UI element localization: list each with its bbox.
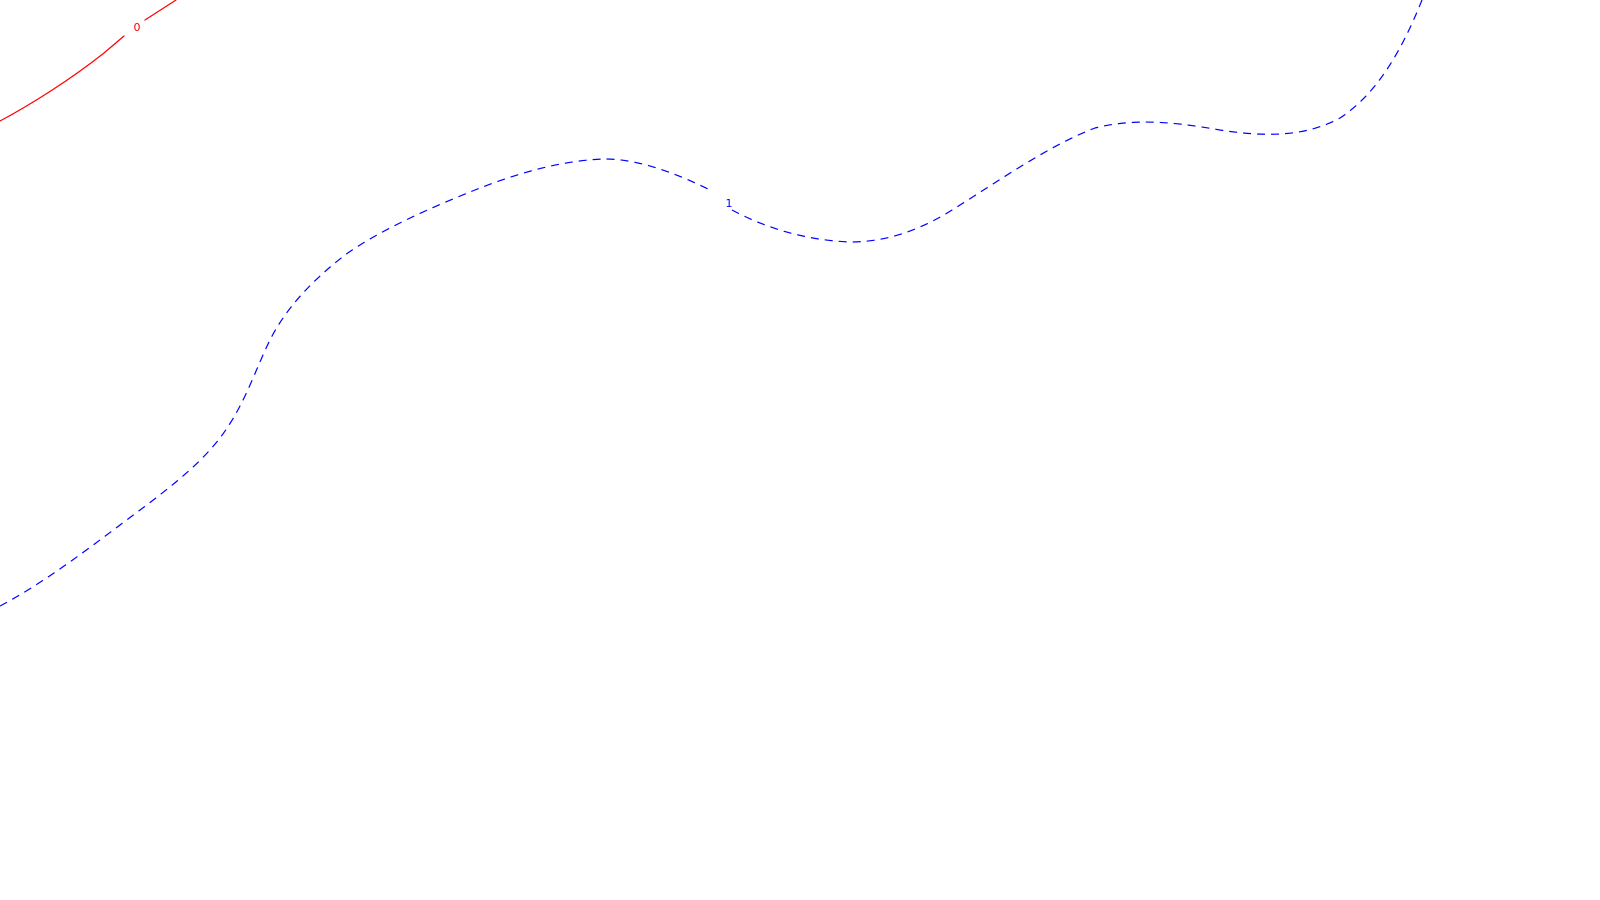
contour-line-1: 1 xyxy=(0,0,1423,607)
contour-path-0 xyxy=(0,35,125,122)
contour-path-1 xyxy=(0,158,711,607)
contour-label-0: 0 xyxy=(134,21,141,34)
contour-line-0: 0 xyxy=(0,0,177,122)
contour-path-1-b xyxy=(731,0,1423,243)
contour-path-0-b xyxy=(144,0,177,21)
contour-label-1: 1 xyxy=(726,197,733,210)
